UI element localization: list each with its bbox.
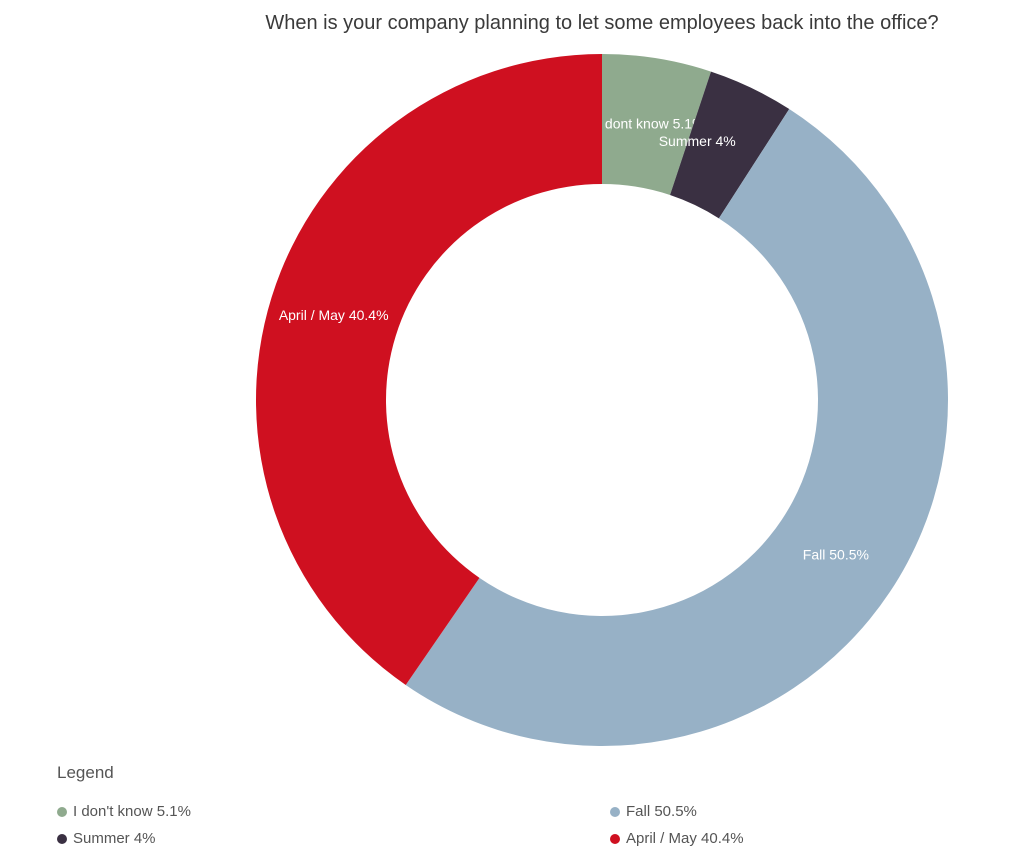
legend-marker: [610, 833, 620, 844]
legend-marker: [57, 833, 67, 844]
legend-marker: [610, 806, 620, 817]
legend-label: Fall 50.5%: [626, 803, 697, 820]
legend-item-i-dont-know[interactable]: I don't know 5.1%: [57, 802, 610, 821]
legend-item-summer[interactable]: Summer 4%: [57, 829, 610, 848]
slice-label: Summer 4%: [659, 133, 736, 149]
slice-i-don-t-know[interactable]: [602, 54, 711, 195]
legend-title: Legend: [57, 763, 114, 782]
chart-title: When is your company planning to let som…: [265, 12, 939, 34]
slice-label: April / May 40.4%: [279, 307, 389, 323]
legend-label: I don't know 5.1%: [73, 803, 191, 820]
legend-marker: [57, 806, 67, 817]
slice-april-may[interactable]: [256, 54, 602, 685]
legend-label: April / May 40.4%: [626, 830, 744, 847]
legend: I don't know 5.1% Fall 50.5% Summer 4% A…: [57, 802, 997, 848]
legend-item-april-may[interactable]: April / May 40.4%: [610, 829, 910, 848]
slice-summer[interactable]: [670, 71, 790, 219]
slice-fall[interactable]: [405, 109, 949, 747]
legend-label: Summer 4%: [73, 830, 156, 847]
slice-label: Fall 50.5%: [803, 546, 869, 562]
legend-item-fall[interactable]: Fall 50.5%: [610, 802, 910, 821]
slice-label: I dont know 5.1%: [597, 115, 704, 131]
